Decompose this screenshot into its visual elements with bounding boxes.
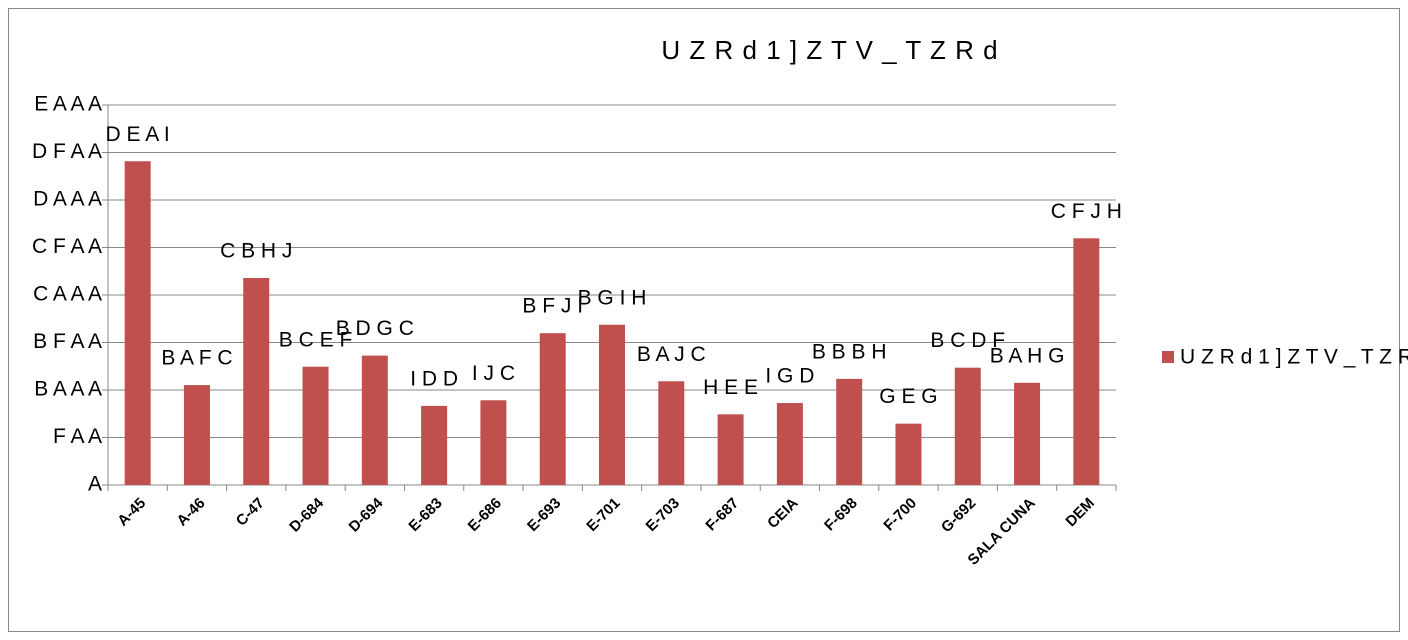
data-label: B A F C — [161, 347, 232, 370]
bar — [243, 277, 270, 485]
data-label: B A H G — [990, 344, 1065, 367]
data-label: I D D — [410, 367, 458, 390]
y-tick-label: D F A A — [32, 140, 102, 163]
chart-title: U Z R d 1 ] Z T V _ T Z R d — [661, 35, 998, 65]
chart-border — [8, 8, 1400, 632]
bar — [776, 403, 803, 485]
bar — [954, 367, 981, 485]
data-label: C F J H — [1051, 200, 1122, 223]
data-label: I J C — [472, 362, 515, 385]
data-label: B B B H — [812, 340, 887, 363]
bar — [599, 324, 625, 485]
y-tick-label: A — [88, 473, 102, 496]
y-tick-label: D A A A — [33, 188, 102, 211]
data-label: B D G C — [336, 317, 414, 340]
data-label: B A J C — [637, 343, 706, 366]
bar — [658, 381, 685, 485]
data-label: I G D — [765, 365, 814, 388]
bar — [421, 405, 448, 485]
data-label: B C D F — [930, 329, 1005, 352]
bar — [836, 378, 863, 485]
legend-label: U Z R d 1 ] Z T V _ T Z R d — [1180, 346, 1408, 369]
y-tick-label: C A A A — [33, 283, 102, 306]
bar — [1014, 382, 1041, 485]
y-tick-label: E A A A — [34, 93, 102, 116]
bar — [183, 385, 210, 485]
bar — [717, 414, 744, 485]
y-tick-label: B A A A — [34, 378, 102, 401]
data-label: H E E — [703, 376, 758, 399]
data-label: D E A I — [106, 123, 170, 146]
bar — [480, 400, 507, 485]
y-tick-label: B F A A — [33, 330, 102, 353]
bar — [302, 366, 329, 485]
y-tick-label: F A A — [53, 425, 102, 448]
data-label: G E G — [879, 385, 937, 408]
data-label: B F J I — [522, 295, 583, 318]
data-label: B G I H — [578, 286, 647, 309]
bar — [539, 333, 566, 485]
y-tick-label: C F A A — [32, 235, 102, 258]
legend-swatch — [1162, 351, 1174, 363]
data-label: B C E F — [279, 328, 353, 351]
data-label: C B H J — [220, 240, 292, 263]
bar — [1073, 238, 1100, 485]
bar — [124, 161, 151, 486]
bar — [361, 355, 388, 485]
bar — [895, 423, 922, 485]
